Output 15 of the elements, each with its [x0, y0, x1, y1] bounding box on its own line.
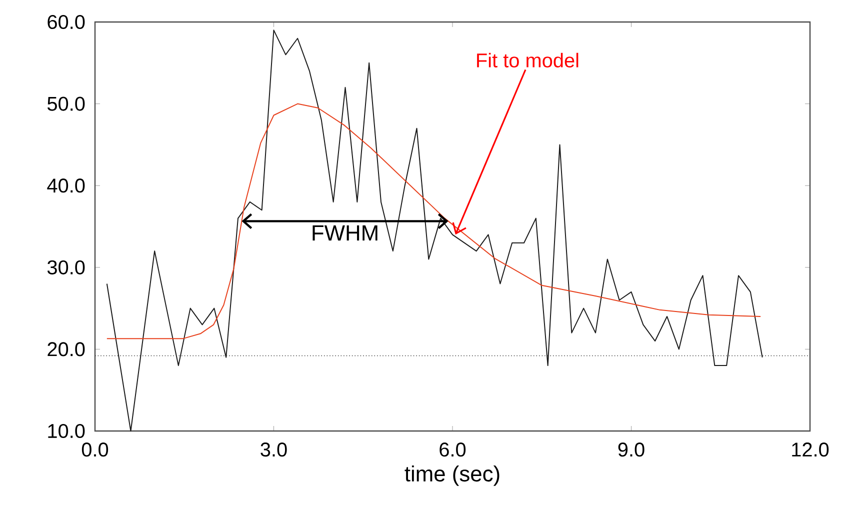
x-tick-label: 6.0 [440, 442, 466, 457]
y-tick-label: 40.0 [47, 178, 85, 193]
y-tick-label: 50.0 [47, 96, 85, 111]
line-series [106, 103, 762, 340]
x-tick-label: 3.0 [260, 442, 287, 457]
y-tick-label: 60.0 [48, 14, 85, 30]
y-tick-label: 20.0 [48, 342, 85, 356]
x-axis-title: time (sec) [404, 465, 500, 486]
x-tick-label: 9.0 [618, 442, 644, 457]
y-tick-label: 30.0 [47, 260, 85, 274]
annotation: Fit to model [477, 52, 578, 68]
x-tick-label: 0.0 [82, 442, 108, 457]
x-tick-label: 12.0 [792, 442, 829, 457]
annotation: FWHM [312, 225, 378, 240]
y-tick-label: 10.0 [48, 424, 85, 438]
